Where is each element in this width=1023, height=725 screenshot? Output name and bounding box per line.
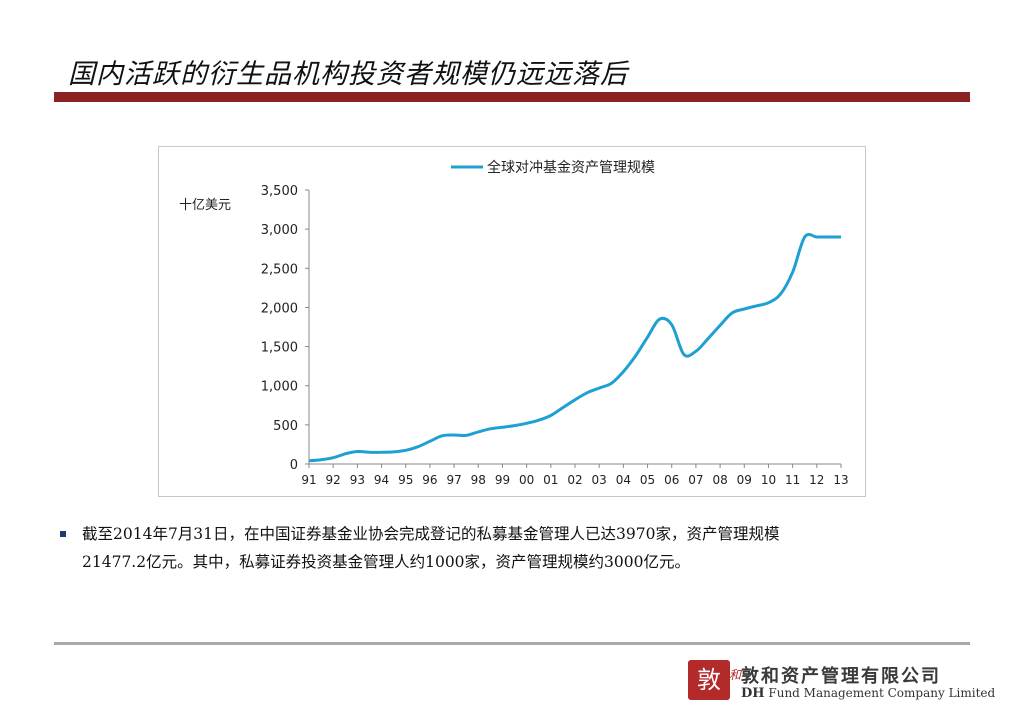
x-tick-label: 08 — [712, 473, 727, 487]
y-tick-label: 2,000 — [261, 301, 298, 316]
x-tick-label: 03 — [592, 473, 607, 487]
company-name-en: DH Fund Management Company Limited — [741, 686, 995, 701]
x-tick-label: 05 — [640, 473, 655, 487]
y-tick-label: 2,500 — [261, 262, 298, 277]
footer-divider — [54, 642, 970, 645]
company-name-en-rest: Fund Management Company Limited — [768, 686, 996, 700]
company-logo-script: 和 — [729, 668, 742, 682]
x-tick-label: 91 — [301, 473, 316, 487]
y-tick-label: 1,000 — [261, 380, 298, 395]
x-tick-label: 11 — [785, 473, 800, 487]
company-name-cn: 敦和资产管理有限公司 — [741, 666, 941, 687]
x-tick-label: 01 — [543, 473, 558, 487]
bullet-line-1: 截至2014年7月31日，在中国证券基金业协会完成登记的私募基金管理人已达397… — [82, 525, 780, 543]
y-tick-label: 3,500 — [261, 184, 298, 199]
x-tick-label: 98 — [471, 473, 486, 487]
x-tick-label: 02 — [567, 473, 582, 487]
slide-title: 国内活跃的衍生品机构投资者规模仍远远落后 — [68, 59, 628, 90]
x-tick-label: 09 — [737, 473, 752, 487]
bullet-line-2: 21477.2亿元。其中，私募证券投资基金管理人约1000家，资产管理规模约30… — [82, 553, 690, 571]
x-tick-label: 13 — [833, 473, 848, 487]
y-tick-label: 3,000 — [261, 223, 298, 238]
x-tick-label: 93 — [350, 473, 365, 487]
y-tick-label: 1,500 — [261, 341, 298, 356]
x-tick-label: 97 — [446, 473, 461, 487]
x-tick-label: 95 — [398, 473, 413, 487]
x-tick-label: 92 — [326, 473, 341, 487]
legend-label: 全球对冲基金资产管理规模 — [487, 159, 655, 176]
x-tick-label: 04 — [616, 473, 631, 487]
x-tick-label: 12 — [809, 473, 824, 487]
x-tick-label: 00 — [519, 473, 534, 487]
x-tick-label: 94 — [374, 473, 389, 487]
company-name-en-prefix: DH — [741, 686, 765, 701]
series-line-hedge-fund-aum — [308, 232, 841, 463]
bullet-text: 截至2014年7月31日，在中国证券基金业协会完成登记的私募基金管理人已达397… — [82, 520, 942, 576]
y-tick-label: 500 — [273, 419, 298, 434]
company-logo-seal: 敦 — [688, 660, 730, 700]
x-tick-label: 06 — [664, 473, 679, 487]
x-tick-label: 99 — [495, 473, 510, 487]
x-tick-label: 96 — [422, 473, 437, 487]
y-tick-label: 0 — [290, 458, 298, 473]
bullet-marker — [60, 531, 66, 537]
x-tick-label: 10 — [761, 473, 776, 487]
hedge-fund-aum-chart: 0 500 1,000 1,500 2,000 2,500 3,000 3,500 91 92 93… — [158, 146, 866, 497]
y-axis-label: 十亿美元 — [179, 198, 231, 213]
x-tick-label: 07 — [688, 473, 703, 487]
title-underline-bar — [54, 92, 970, 102]
